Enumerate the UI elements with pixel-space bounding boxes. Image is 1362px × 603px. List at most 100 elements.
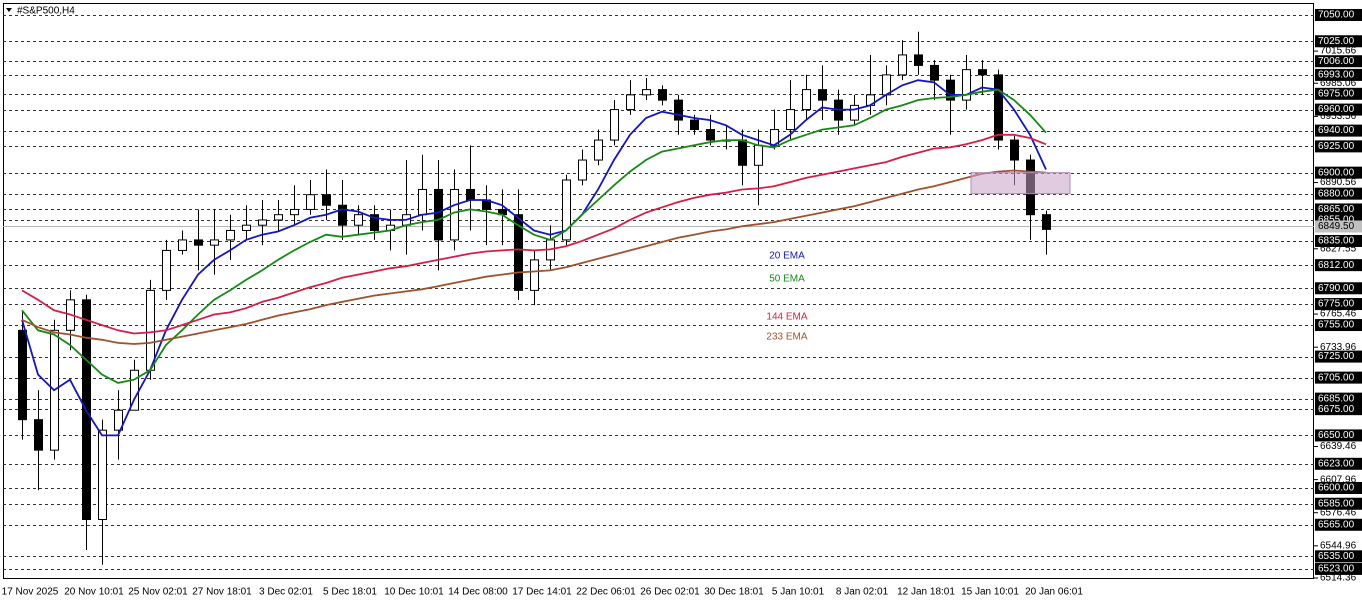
candle [994,69,1003,150]
bid-label: 6849.50 [1318,221,1355,232]
level-label: 6960.00 [1318,104,1355,115]
candle [594,129,603,166]
level-label-bg [1315,392,1362,405]
candle [290,185,299,226]
level-label: 6725.00 [1318,351,1355,362]
level-label: 6880.00 [1318,188,1355,199]
candle [226,214,235,260]
candle-body [562,179,571,241]
candle-body [930,64,939,81]
level-label-bg [1315,457,1362,470]
candle [242,205,251,240]
candle [914,31,923,75]
x-tick-label: 10 Dec 10:01 [384,587,444,598]
candle [210,209,219,275]
ema-label: 144 EMA [766,312,807,323]
x-tick-label: 5 Jan 10:01 [772,587,825,598]
level-label: 6675.00 [1318,404,1355,415]
level-label: 6835.00 [1318,236,1355,247]
level-label: 6623.00 [1318,458,1355,469]
candle-body [530,259,539,291]
candle-body [162,249,171,291]
level-label-bg [1315,68,1362,81]
candle-body [306,194,315,210]
plot-frame [3,3,1314,579]
candle-body [898,54,907,76]
candle-body [754,144,763,166]
level-label: 7006.00 [1318,56,1355,67]
level-label-bg [1315,481,1362,494]
candle-body [18,329,27,421]
level-label-bg [1315,87,1362,100]
chart-title: #S&P500,H4 [17,6,75,17]
candle [178,230,187,255]
candle [162,239,171,300]
candle-body [658,89,667,101]
level-label: 6865.00 [1318,204,1355,215]
candle [610,100,619,146]
x-tick-label: 5 Dec 18:01 [323,587,377,598]
x-tick-label: 17 Dec 14:01 [512,587,572,598]
y-tick-label: 6639.46 [1320,441,1357,452]
level-label: 7025.00 [1318,36,1355,47]
candle-body [354,214,363,226]
x-tick-label: 22 Dec 06:01 [576,587,636,598]
level-label-bg [1315,518,1362,531]
x-tick-label: 20 Jan 06:01 [1025,587,1083,598]
level-label: 6900.00 [1318,167,1355,178]
price-zone [970,172,1071,195]
candle-body [226,229,235,241]
candle-body [242,224,251,231]
candle-body [818,89,827,101]
candle-body [610,109,619,141]
candle-body [914,54,923,66]
level-label-bg [1315,298,1362,311]
candle-body [274,214,283,221]
candle-body [1010,139,1019,161]
candle [658,85,667,106]
candle-body [962,69,971,101]
candle-body [882,74,891,96]
y-tick-label: 6576.46 [1320,507,1357,518]
candle-body [706,129,715,141]
candle [258,199,267,246]
y-tick-label: 6514.36 [1320,573,1357,584]
y-tick-label: 6890.56 [1320,177,1357,188]
ema-line [21,88,1047,384]
ema-label: 50 EMA [769,274,805,285]
candle-body [258,219,267,226]
candle-body [34,419,43,451]
level-label-bg [1315,403,1362,416]
candle [802,74,811,121]
candle [978,60,987,95]
menu-arrow[interactable] [6,8,12,12]
level-label: 6523.00 [1318,564,1355,575]
ema-line [21,79,1047,437]
candle-body [146,289,155,371]
level-label-bg [1315,319,1362,332]
candle-body [994,74,1003,141]
level-label-bg [1315,562,1362,575]
level-label-bg [1315,497,1362,510]
candle-body [322,194,331,206]
candle [562,174,571,246]
ema-label: 233 EMA [766,332,807,343]
candle [946,74,955,135]
candle-body [594,139,603,161]
level-label: 6940.00 [1318,125,1355,136]
level-label-bg [1315,103,1362,116]
level-label: 6790.00 [1318,283,1355,294]
candle-body [514,214,523,291]
ema-line [21,133,1047,335]
level-label: 6812.00 [1318,260,1355,271]
candle-body [210,239,219,246]
bid-label-bg [1315,220,1362,233]
level-label-bg [1315,259,1362,272]
candle-body [178,239,187,251]
x-tick-label: 8 Jan 02:01 [836,587,889,598]
x-tick-label: 17 Nov 2025 [2,587,59,598]
x-tick-label: 20 Nov 10:01 [64,587,124,598]
level-label-bg [1315,140,1362,153]
candle-body [194,239,203,246]
